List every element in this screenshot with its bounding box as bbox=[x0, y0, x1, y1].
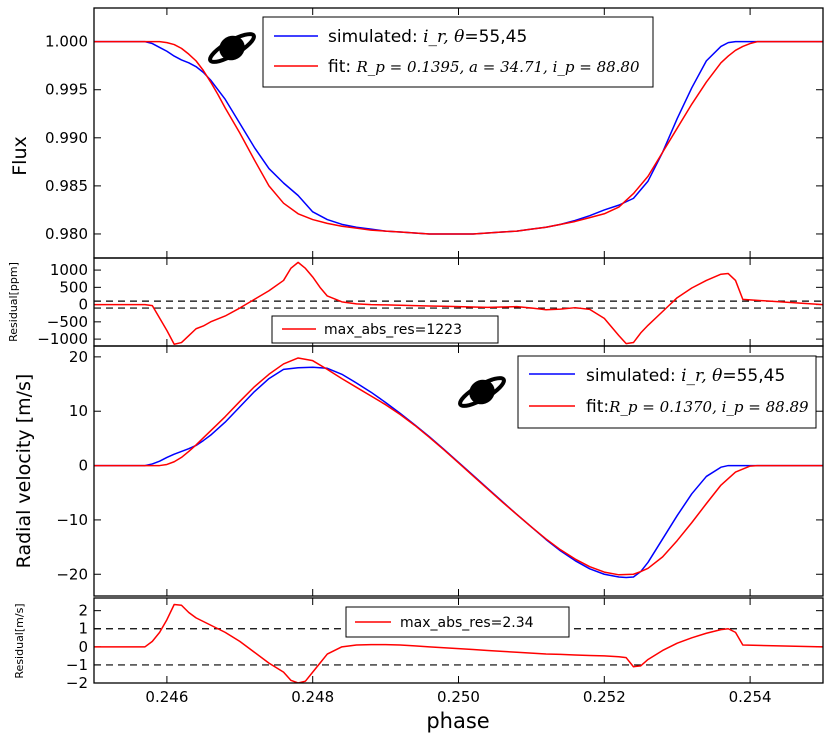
y-tick-label: 0 bbox=[78, 457, 88, 475]
flux-legend-fit-label: fit: R_p = 0.1395, a = 34.71, i_p = 88.8… bbox=[328, 57, 640, 77]
rv-residual-axes-frame bbox=[93, 597, 824, 684]
y-tick-label: 0.985 bbox=[45, 177, 88, 195]
flux-series bbox=[94, 40, 823, 235]
y-tick-label: −1000 bbox=[37, 330, 88, 348]
y-tick-label: 0.980 bbox=[45, 225, 88, 243]
rv-ticks: −20 −10 0 10 20 bbox=[56, 346, 823, 596]
rv-residual-series bbox=[94, 603, 823, 683]
series-line-max-abs-res-1223 bbox=[94, 261, 823, 346]
x-tick-label: 0.254 bbox=[729, 688, 772, 706]
flux-residual-legend-label: max_abs_res=1223 bbox=[324, 322, 462, 338]
y-tick-label: −20 bbox=[56, 565, 88, 583]
rv-series bbox=[94, 357, 823, 579]
x-tick-label: 0.246 bbox=[145, 688, 188, 706]
rv-legend-simulated-label: simulated: i_r, θ=55,45 bbox=[586, 366, 785, 386]
flux-legend-simulated-label: simulated: i_r, θ=55,45 bbox=[328, 27, 527, 47]
flux-residual-series bbox=[94, 261, 823, 346]
y-tick-label: −10 bbox=[56, 511, 88, 529]
rv-legend-fit-label: fit:R_p = 0.1370, i_p = 88.89 bbox=[586, 397, 809, 417]
y-tick-label: 2 bbox=[78, 602, 88, 620]
flux-ylabel: Flux bbox=[9, 136, 31, 176]
x-axis-label: phase bbox=[426, 709, 489, 733]
series-line-fit bbox=[94, 357, 823, 576]
x-tick-label: 0.250 bbox=[437, 688, 480, 706]
rv-residual-legend: max_abs_res=2.34 bbox=[345, 606, 570, 638]
y-tick-label: 0.995 bbox=[45, 81, 88, 99]
flux-legend: simulated: i_r, θ=55,45 fit: R_p = 0.139… bbox=[262, 16, 654, 88]
rv-residual-ylabel: Residual[m/s] bbox=[13, 603, 26, 678]
flux-legend-box bbox=[262, 16, 654, 88]
y-tick-label: 1000 bbox=[50, 261, 88, 279]
y-tick-label: −1 bbox=[66, 656, 88, 674]
rv-ylabel: Radial velocity [m/s] bbox=[13, 374, 35, 569]
y-tick-label: −500 bbox=[47, 313, 88, 331]
y-tick-label: 0 bbox=[78, 638, 88, 656]
flux-residual-ylabel: Residual[ppm] bbox=[7, 262, 20, 342]
rv-legend: simulated: i_r, θ=55,45 fit:R_p = 0.1370… bbox=[517, 355, 817, 429]
x-tick-label: 0.252 bbox=[583, 688, 626, 706]
flux-residual-reference-lines bbox=[94, 300, 823, 309]
rv-axes-frame bbox=[93, 345, 824, 597]
y-tick-label: 1.000 bbox=[45, 33, 88, 51]
y-tick-label: −2 bbox=[66, 674, 88, 692]
y-tick-label: 10 bbox=[69, 402, 88, 420]
rv-panel: −20 −10 0 10 20 Radial velocity [m/s] simula… bbox=[13, 345, 824, 597]
x-tick-label: 0.248 bbox=[291, 688, 334, 706]
rv-residual-legend-label: max_abs_res=2.34 bbox=[400, 615, 534, 631]
series-line-max-abs-res-2-34 bbox=[94, 603, 823, 683]
y-tick-label: 0 bbox=[78, 296, 88, 314]
flux-ticks: 0.980 0.985 0.990 0.995 1.000 bbox=[45, 8, 823, 258]
y-tick-label: 500 bbox=[59, 278, 88, 296]
rv-legend-box bbox=[517, 355, 817, 429]
y-tick-label: 20 bbox=[69, 348, 88, 366]
flux-panel: 0.980 0.985 0.990 0.995 1.000 Flux simulated… bbox=[9, 7, 824, 259]
flux-residual-legend: max_abs_res=1223 bbox=[271, 315, 499, 344]
y-tick-label: 1 bbox=[78, 620, 88, 638]
y-tick-label: 0.990 bbox=[45, 129, 88, 147]
series-line-fit bbox=[94, 40, 823, 235]
